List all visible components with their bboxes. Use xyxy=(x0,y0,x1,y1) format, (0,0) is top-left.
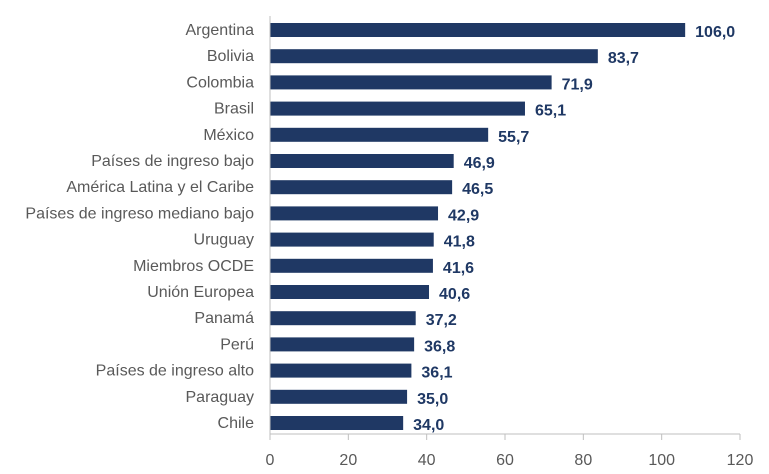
category-label: Perú xyxy=(220,336,254,353)
value-label: 106,0 xyxy=(695,24,735,41)
category-label: Colombia xyxy=(186,74,254,91)
value-label: 41,6 xyxy=(443,260,474,277)
category-label: México xyxy=(203,127,254,144)
x-tick-label: 20 xyxy=(339,452,357,469)
value-label: 46,9 xyxy=(464,155,495,172)
category-label: América Latina y el Caribe xyxy=(66,179,254,196)
bar xyxy=(270,363,412,378)
category-labels: Argentina Bolivia Colombia Brasil México País… xyxy=(25,22,254,432)
value-label: 55,7 xyxy=(498,129,529,146)
value-label: 42,9 xyxy=(448,207,479,224)
bar xyxy=(270,127,489,142)
category-label: Brasil xyxy=(214,101,254,118)
value-label: 41,8 xyxy=(444,234,475,251)
x-tick-label: 80 xyxy=(574,452,592,469)
x-tick-label: 40 xyxy=(418,452,436,469)
value-label: 65,1 xyxy=(535,103,566,120)
bar xyxy=(270,154,454,168)
value-label: 36,8 xyxy=(424,338,455,355)
x-tick-label: 0 xyxy=(266,452,275,469)
category-label: Chile xyxy=(218,415,255,432)
value-label: 46,5 xyxy=(462,181,493,198)
bar xyxy=(270,75,552,90)
category-label: Paraguay xyxy=(186,389,255,406)
value-label: 34,0 xyxy=(413,417,444,434)
x-tick-label: 120 xyxy=(727,452,754,469)
value-label: 83,7 xyxy=(608,50,639,67)
category-label: Panamá xyxy=(194,310,254,327)
value-label: 71,9 xyxy=(562,76,593,93)
category-label: Bolivia xyxy=(207,48,254,65)
value-label: 35,0 xyxy=(417,391,448,408)
bar xyxy=(270,258,433,273)
bar xyxy=(270,285,430,299)
value-label: 37,2 xyxy=(426,312,457,329)
bar xyxy=(270,180,453,195)
value-labels: 106,0 83,7 71,9 65,1 55,746,9 46,5 42,9 41,8 41,… xyxy=(413,24,735,434)
bar xyxy=(270,232,434,247)
value-label: 36,1 xyxy=(421,365,452,382)
category-label: Unión Europea xyxy=(147,284,254,301)
bar xyxy=(270,389,408,404)
x-tick-label: 100 xyxy=(648,452,675,469)
bar xyxy=(270,337,415,352)
category-label: Uruguay xyxy=(194,232,254,249)
category-label: Países de ingreso bajo xyxy=(91,153,254,170)
bar xyxy=(270,101,525,116)
category-label: Países de ingreso alto xyxy=(96,363,254,380)
category-label: Argentina xyxy=(186,22,255,39)
category-label: Países de ingreso mediano bajo xyxy=(25,205,254,222)
bar xyxy=(270,49,598,64)
value-label: 40,6 xyxy=(439,286,470,303)
bar xyxy=(270,23,686,37)
x-tick-label: 60 xyxy=(496,452,514,469)
category-label: Miembros OCDE xyxy=(133,258,254,275)
bar xyxy=(270,416,404,430)
bar xyxy=(270,311,416,326)
x-axis: 0 20 40 60 80 100 120 xyxy=(266,16,754,469)
bars-layer xyxy=(270,23,686,430)
bar xyxy=(270,206,439,221)
